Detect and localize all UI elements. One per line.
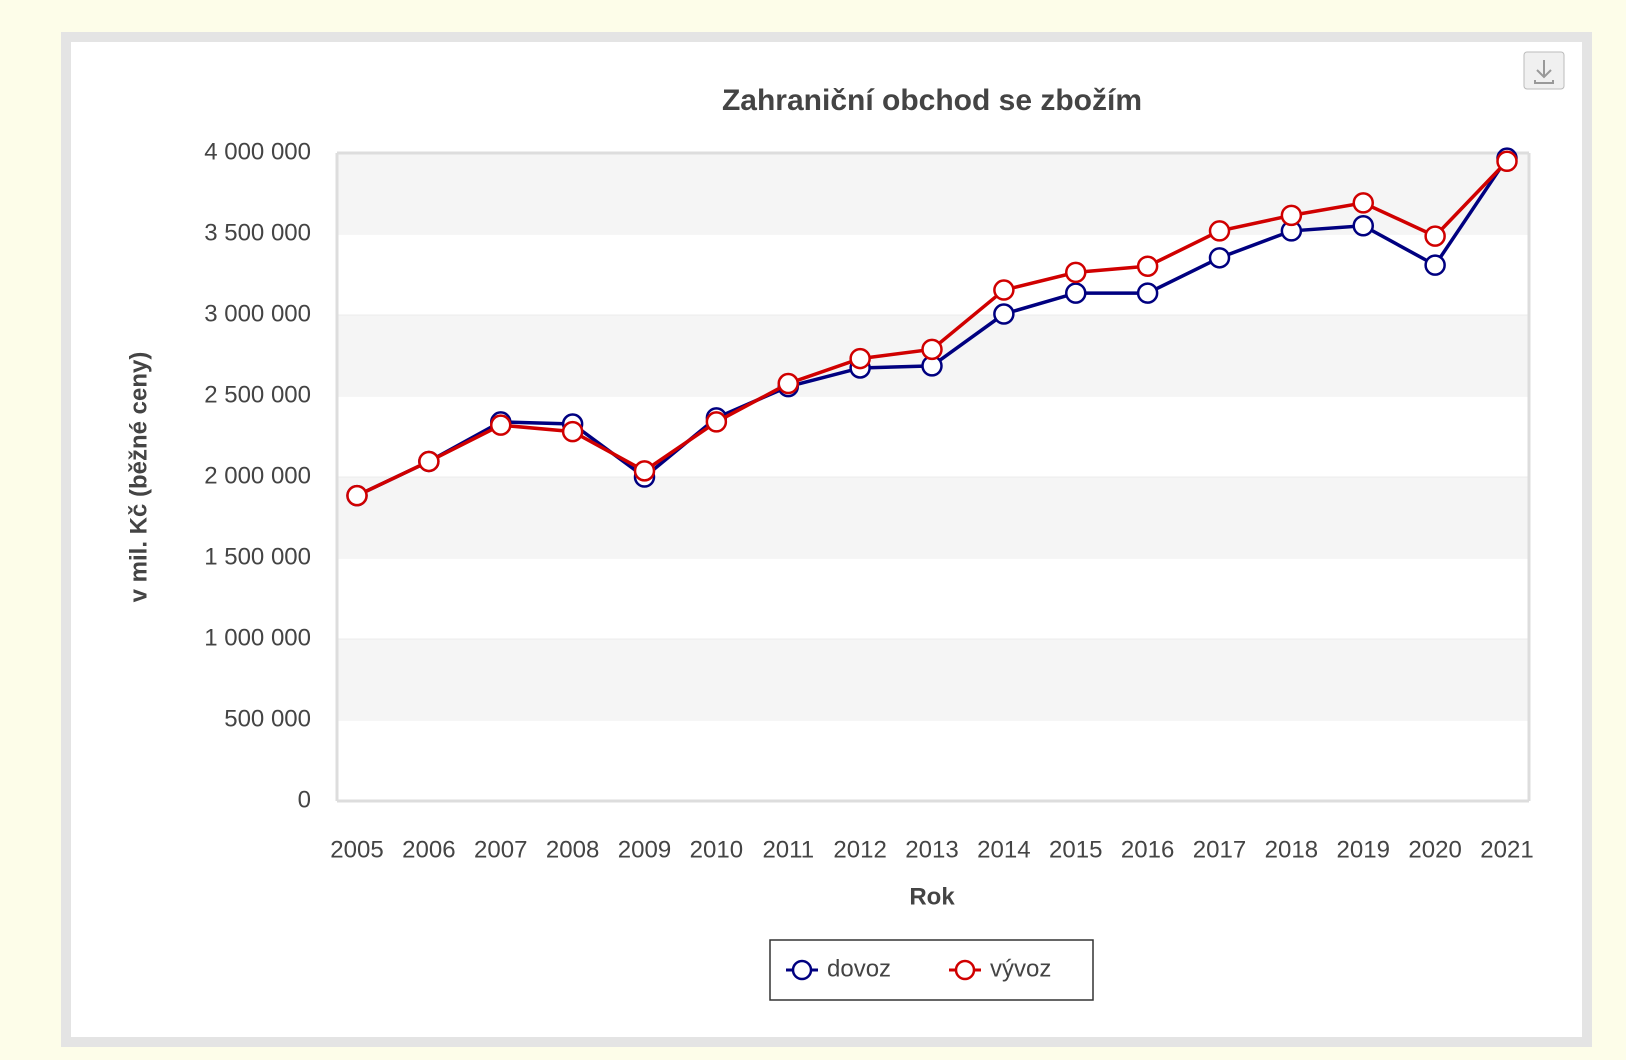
data-point (1280, 204, 1303, 227)
legend-marker (954, 959, 976, 981)
y-tick-label: 1 000 000 (204, 624, 311, 651)
x-tick-label: 2017 (1193, 836, 1246, 863)
x-tick-label: 2019 (1337, 836, 1390, 863)
legend-box (769, 939, 1094, 1001)
download-button[interactable] (1523, 51, 1565, 90)
legend-marker (791, 959, 813, 981)
download-icon (1534, 60, 1554, 84)
x-tick-label: 2012 (833, 836, 886, 863)
y-tick-label: 2 500 000 (204, 381, 311, 408)
data-point (418, 450, 440, 473)
y-tick-label: 3 500 000 (204, 219, 311, 246)
data-point (1065, 261, 1087, 284)
x-axis-title: Rok (909, 883, 955, 910)
y-tick-label: 500 000 (224, 705, 311, 732)
data-point (561, 420, 584, 443)
data-point (705, 411, 728, 433)
y-tick-label: 1 500 000 (204, 543, 311, 570)
data-point (346, 484, 368, 507)
y-tick-label: 2 000 000 (204, 462, 311, 489)
x-tick-label: 2005 (330, 836, 383, 863)
x-tick-label: 2009 (618, 836, 671, 863)
data-point (1208, 220, 1231, 242)
x-tick-label: 2010 (690, 836, 743, 863)
x-tick-label: 2007 (474, 836, 527, 863)
data-point (921, 338, 943, 361)
data-point (1352, 214, 1374, 237)
x-tick-label: 2018 (1265, 836, 1318, 863)
data-point (993, 279, 1015, 301)
plot (346, 147, 1518, 507)
x-tick-label: 2015 (1049, 836, 1102, 863)
x-tick-label: 2008 (546, 836, 599, 863)
y-tick-label: 3 000 000 (204, 300, 311, 327)
legend-label: dovoz (827, 955, 891, 982)
x-tick-label: 2014 (977, 836, 1030, 863)
x-tick-label: 2013 (905, 836, 958, 863)
data-point (633, 460, 656, 482)
grid-band (337, 639, 1529, 720)
data-point (1136, 282, 1159, 304)
y-axis-title: v mil. Kč (běžné ceny) (125, 352, 152, 603)
x-tick-label: 2006 (402, 836, 455, 863)
data-point (1496, 150, 1518, 173)
x-tick-label: 2020 (1408, 836, 1461, 863)
bands (335, 151, 1531, 803)
x-tick-label: 2011 (762, 836, 814, 863)
y-tick-label: 0 (298, 786, 311, 813)
data-point (849, 347, 871, 370)
data-point (1424, 254, 1446, 276)
data-point (1352, 192, 1374, 214)
data-point (1208, 247, 1231, 269)
grid-band (337, 477, 1529, 558)
data-point (1136, 255, 1159, 277)
x-tick-label: 2021 (1480, 836, 1533, 863)
y-tick-label: 4 000 000 (204, 138, 311, 165)
data-point (777, 372, 799, 395)
grid-band (337, 153, 1529, 234)
data-point (993, 303, 1015, 325)
x-tick-label: 2016 (1121, 836, 1174, 863)
data-point (1424, 225, 1446, 247)
chart-title: Zahraniční obchod se zbožím (722, 84, 1142, 117)
data-point (490, 414, 512, 436)
legend-label: vývoz (990, 955, 1051, 982)
data-point (1065, 282, 1087, 304)
